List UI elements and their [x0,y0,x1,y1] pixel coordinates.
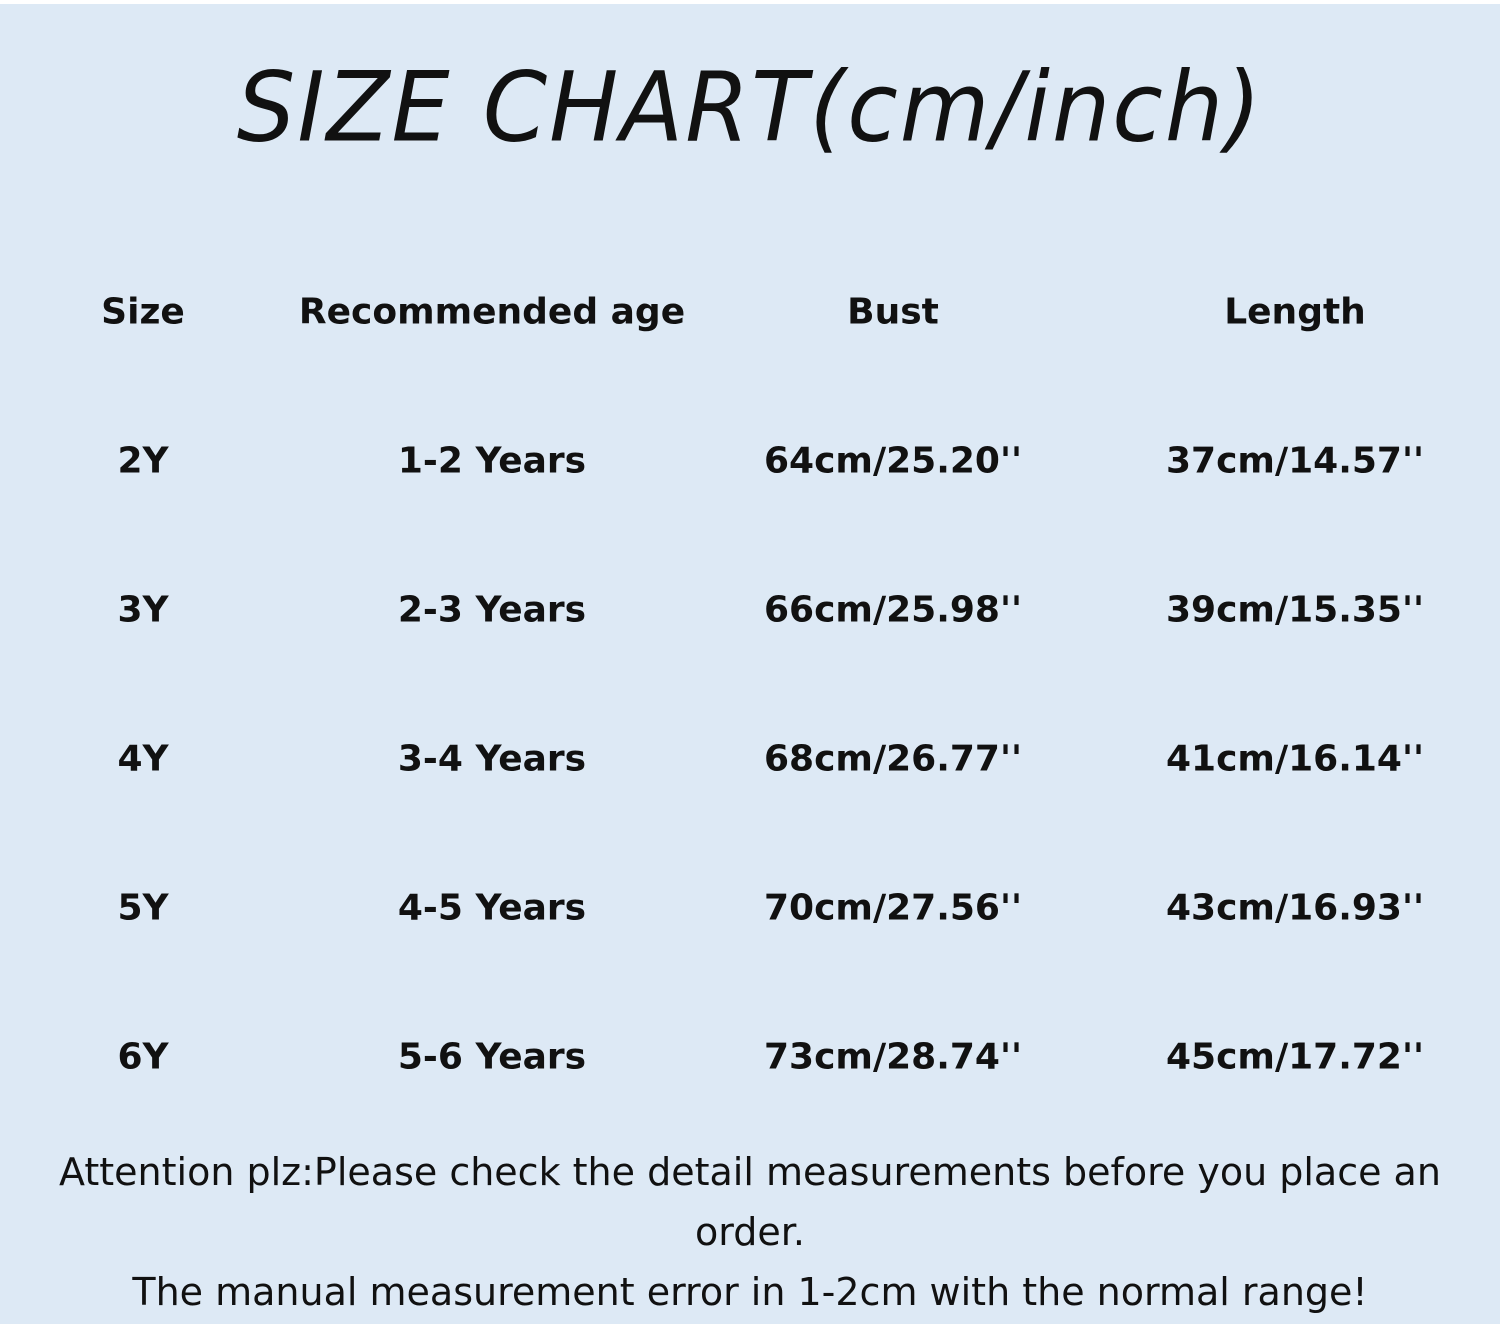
cell-bust: 70cm/27.56'' [763,887,1023,929]
cell-bust: 66cm/25.98'' [763,589,1023,631]
cell-size: 2Y [117,440,169,482]
cell-length: 45cm/17.72'' [1165,1036,1425,1078]
attention-note-line2: order. [695,1210,805,1254]
cell-recommended-age: 2-3 Years [397,589,587,631]
cell-bust: 64cm/25.20'' [763,440,1023,482]
attention-note-line3: The manual measurement error in 1-2cm wi… [132,1270,1368,1314]
cell-size: 6Y [117,1036,169,1078]
cell-size: 5Y [117,887,169,929]
cell-length: 43cm/16.93'' [1165,887,1425,929]
attention-note-line1: Attention plz:Please check the detail me… [59,1150,1441,1194]
header-recommended-age: Recommended age [298,291,686,333]
header-length: Length [1224,291,1366,333]
cell-length: 37cm/14.57'' [1165,440,1425,482]
size-chart-panel: SIZE CHART(cm/inch) Size Recommended age B… [0,4,1500,1324]
page-title: SIZE CHART(cm/inch) [236,51,1264,164]
cell-length: 39cm/15.35'' [1165,589,1425,631]
cell-length: 41cm/16.14'' [1165,738,1425,780]
cell-recommended-age: 1-2 Years [397,440,587,482]
cell-size: 3Y [117,589,169,631]
cell-bust: 68cm/26.77'' [763,738,1023,780]
cell-bust: 73cm/28.74'' [763,1036,1023,1078]
cell-recommended-age: 5-6 Years [397,1036,587,1078]
header-bust: Bust [847,291,939,333]
cell-recommended-age: 4-5 Years [397,887,587,929]
cell-recommended-age: 3-4 Years [397,738,587,780]
header-size: Size [101,291,185,333]
cell-size: 4Y [117,738,169,780]
